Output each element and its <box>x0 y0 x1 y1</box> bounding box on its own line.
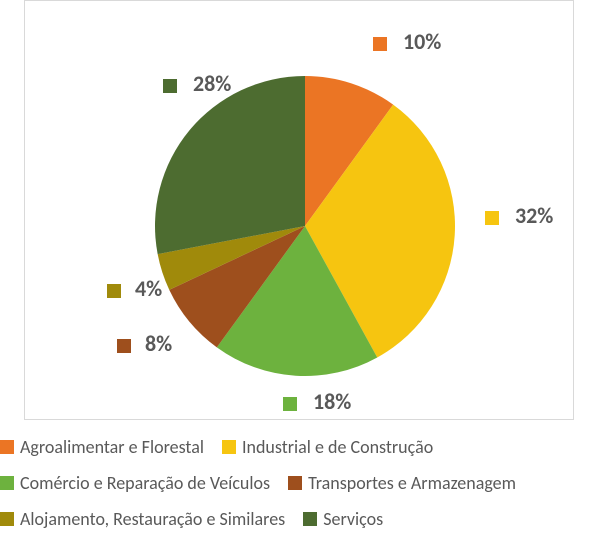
pie-label: 4% <box>107 275 162 302</box>
legend-item: Alojamento, Restauração e Similares <box>0 510 285 528</box>
legend-label: Industrial e de Construção <box>242 438 433 456</box>
pie-chart: 10% 32% 18% 8% 4% 28% <box>24 0 574 420</box>
legend-label: Comércio e Reparação de Veículos <box>20 474 270 492</box>
legend-label: Agroalimentar e Florestal <box>20 438 204 456</box>
pie-label-text: 28% <box>193 70 231 97</box>
pie-label-swatch <box>373 37 387 51</box>
pie-label: 28% <box>163 70 231 97</box>
legend: Agroalimentar e Florestal Industrial e de… <box>0 420 598 528</box>
pie-label-text: 4% <box>135 275 162 302</box>
legend-item: Agroalimentar e Florestal <box>0 438 204 456</box>
legend-swatch <box>303 512 317 526</box>
legend-swatch <box>0 440 14 454</box>
pie-label-swatch <box>117 339 131 353</box>
pie-label: 10% <box>373 28 441 55</box>
pie-label-text: 32% <box>515 202 553 229</box>
pie-label: 8% <box>117 330 172 357</box>
legend-item: Comércio e Reparação de Veículos <box>0 474 270 492</box>
legend-swatch <box>222 440 236 454</box>
pie-label: 18% <box>283 388 351 415</box>
legend-item: Transportes e Armazenagem <box>288 474 516 492</box>
pie-slice <box>155 76 305 254</box>
pie-svg: 10% 32% 18% 8% 4% 28% <box>25 1 575 421</box>
pie-label-text: 8% <box>145 330 172 357</box>
legend-swatch <box>0 512 14 526</box>
chart-container: 10% 32% 18% 8% 4% 28% Agroalimentar e Florest… <box>0 0 598 557</box>
pie-label-text: 18% <box>313 388 351 415</box>
legend-label: Serviços <box>323 510 383 528</box>
pie-label-swatch <box>163 79 177 93</box>
legend-label: Transportes e Armazenagem <box>308 474 516 492</box>
legend-swatch <box>0 476 14 490</box>
pie-label-text: 10% <box>403 28 441 55</box>
pie-label-swatch <box>485 211 499 225</box>
pie-label: 32% <box>485 202 553 229</box>
legend-item: Industrial e de Construção <box>222 438 433 456</box>
legend-label: Alojamento, Restauração e Similares <box>20 510 285 528</box>
legend-item: Serviços <box>303 510 383 528</box>
legend-swatch <box>288 476 302 490</box>
pie-label-swatch <box>107 284 121 298</box>
pie-label-swatch <box>283 397 297 411</box>
